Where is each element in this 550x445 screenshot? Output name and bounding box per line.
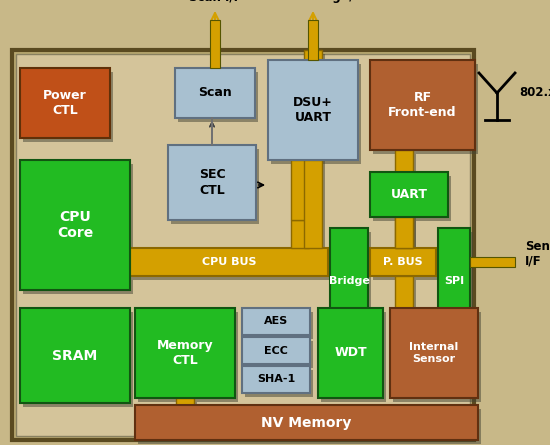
Bar (395, 276, 413, 308)
Bar (470, 257, 515, 267)
Bar (395, 150, 413, 248)
Bar (370, 60, 475, 150)
Bar (291, 220, 309, 248)
Bar (373, 252, 439, 280)
Text: P. BUS: P. BUS (383, 257, 423, 267)
Bar (308, 20, 318, 60)
Bar (393, 312, 481, 402)
Bar (135, 405, 478, 440)
Bar (321, 312, 386, 402)
Bar (307, 54, 325, 164)
Bar (307, 164, 325, 252)
Text: DSU+
UART: DSU+ UART (293, 96, 333, 124)
Bar (130, 248, 328, 276)
Bar (304, 160, 322, 248)
Bar (242, 337, 310, 364)
Bar (20, 160, 130, 290)
Bar (171, 149, 259, 224)
Bar (344, 280, 362, 312)
Bar (398, 280, 416, 312)
Bar (438, 228, 470, 333)
Text: Internal
Sensor: Internal Sensor (409, 342, 459, 364)
Bar (16, 54, 470, 436)
Bar (135, 308, 235, 398)
Bar (138, 312, 238, 402)
Bar (23, 72, 113, 142)
Text: SPI: SPI (444, 275, 464, 286)
Bar (294, 224, 312, 252)
Bar (373, 64, 478, 154)
Bar (245, 341, 313, 368)
Bar (23, 164, 133, 294)
Text: SHA-1: SHA-1 (257, 375, 295, 384)
Text: 802.x: 802.x (519, 86, 550, 100)
Bar (398, 154, 416, 252)
Bar (395, 217, 413, 248)
Bar (370, 248, 436, 276)
Bar (138, 409, 481, 444)
Bar (242, 308, 310, 335)
Text: SRAM: SRAM (52, 348, 98, 363)
Bar (20, 308, 130, 403)
Text: Sensor
I/F: Sensor I/F (525, 240, 550, 268)
Text: NV Memory: NV Memory (261, 416, 351, 429)
Bar (271, 64, 361, 164)
Text: Debug I/F: Debug I/F (298, 0, 362, 3)
Text: CPU BUS: CPU BUS (202, 257, 256, 267)
Bar (370, 172, 448, 217)
Bar (179, 402, 197, 409)
Text: Memory
CTL: Memory CTL (157, 339, 213, 367)
Bar (304, 50, 322, 160)
Bar (294, 164, 312, 224)
Text: RF
Front-end: RF Front-end (388, 91, 456, 119)
Bar (175, 68, 255, 118)
Bar (291, 160, 309, 220)
Bar (210, 20, 220, 68)
Bar (133, 252, 331, 280)
Bar (178, 72, 258, 122)
Bar (390, 308, 478, 398)
Bar (245, 370, 313, 397)
Text: Scan I/F: Scan I/F (189, 0, 241, 3)
Bar (242, 366, 310, 393)
Bar (330, 228, 368, 333)
Text: CPU
Core: CPU Core (57, 210, 93, 240)
Text: Power
CTL: Power CTL (43, 89, 87, 117)
Text: WDT: WDT (334, 347, 367, 360)
Bar (333, 232, 371, 337)
Text: ECC: ECC (264, 345, 288, 356)
Bar (373, 176, 451, 221)
Bar (176, 398, 194, 405)
Text: Bridge: Bridge (328, 275, 370, 286)
Bar (268, 60, 358, 160)
Text: Scan: Scan (198, 86, 232, 100)
Bar (318, 308, 383, 398)
Bar (441, 232, 473, 337)
Text: AES: AES (264, 316, 288, 327)
Text: UART: UART (390, 188, 427, 201)
Bar (398, 221, 416, 252)
Bar (168, 145, 256, 220)
Text: SEC
CTL: SEC CTL (199, 169, 225, 197)
Bar (23, 312, 133, 407)
Bar (20, 68, 110, 138)
Bar (245, 312, 313, 339)
Bar (341, 276, 359, 308)
Bar (12, 50, 474, 440)
